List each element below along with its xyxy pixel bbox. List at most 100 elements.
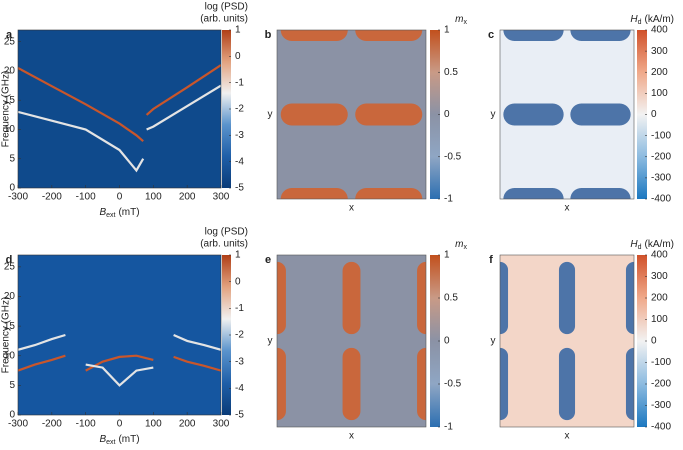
colorbar [430, 255, 440, 427]
domain-layer [280, 30, 423, 199]
colorbar-tick-label: -1 [444, 194, 453, 205]
series-layer [18, 64, 221, 173]
label-symbol: B [99, 207, 106, 218]
domain [500, 347, 509, 421]
x-axis-label: x [349, 203, 354, 214]
colorbar-tick-label: 0 [444, 109, 450, 120]
colorbar-tick-label: -2 [235, 104, 244, 115]
series-layer [18, 333, 221, 387]
y-axis-label: Frequency (GHz) [1, 71, 12, 148]
colorbar-tick-label: -3 [235, 356, 244, 367]
colorbar-tick-label: -400 [651, 194, 671, 205]
y-tick-label: 5 [9, 380, 15, 391]
x-tick-label: -100 [76, 192, 96, 203]
domain [355, 30, 423, 41]
domain [570, 103, 631, 126]
colorbar-tick-label: 1 [235, 25, 241, 36]
label-subscript: d [638, 244, 642, 251]
domain [355, 103, 423, 126]
domain [277, 261, 286, 335]
y-tick-label: 15 [4, 95, 16, 106]
colorbar-tick-label: -300 [651, 400, 671, 411]
label-subscript: x [464, 244, 468, 251]
y-tick-label: 5 [9, 153, 15, 164]
domain [280, 103, 348, 126]
colorbar [637, 30, 647, 199]
colorbar-tick-label: 100 [651, 314, 668, 325]
y-axis-label: y [491, 109, 496, 120]
colorbar [430, 30, 440, 199]
y-tick-label: 25 [4, 261, 16, 272]
colorbar-label: log (PSD) [205, 227, 248, 238]
label-symbol: B [99, 434, 106, 445]
mode-line [145, 64, 221, 116]
plot-frame [276, 254, 427, 428]
domain [570, 188, 631, 199]
x-tick-label: 0 [117, 419, 123, 430]
y-axis-label: y [491, 336, 496, 347]
domain [280, 188, 348, 199]
label-symbol: m [455, 239, 463, 250]
domain [503, 188, 564, 199]
label-unit: (kA/m) [645, 14, 674, 25]
x-tick-label: -200 [42, 192, 62, 203]
colorbar-tick-label: -1 [235, 77, 244, 88]
domain [503, 30, 564, 41]
colorbar-label: log (PSD) [205, 2, 248, 13]
y-tick-label: 0 [9, 183, 15, 194]
colorbar-tick-label: 1 [444, 25, 450, 36]
mode-line [18, 67, 144, 143]
y-axis-label: Frequency (GHz) [1, 297, 12, 374]
axis-label: Bext (mT) [99, 434, 139, 446]
y-tick-label: 10 [4, 124, 16, 135]
x-tick-label: 100 [145, 419, 162, 430]
colorbar-tick-label: -0.5 [444, 151, 462, 162]
x-axis-label: x [565, 203, 570, 214]
colorbar-tick-label: -200 [651, 379, 671, 390]
label-subscript: ext [106, 439, 115, 446]
mode-line [18, 354, 66, 372]
x-tick-label: -300 [8, 192, 28, 203]
colorbar-label: (arb. units) [200, 239, 248, 250]
y-tick-label: 0 [9, 410, 15, 421]
x-tick-label: 200 [179, 192, 196, 203]
domain [500, 261, 509, 335]
colorbar-tick-label: -300 [651, 173, 671, 184]
colorbar-tick-label: 0.5 [444, 293, 458, 304]
panel-label: e [265, 254, 271, 266]
panel-label: c [488, 29, 494, 41]
plot-background [18, 30, 221, 188]
colorbar-tick-label: 300 [651, 46, 668, 57]
domain [342, 347, 361, 421]
domain [558, 347, 576, 421]
y-axis-label: y [268, 336, 273, 347]
mode-line [85, 363, 154, 387]
x-tick-label: -100 [76, 419, 96, 430]
label-unit: (mT) [118, 434, 139, 445]
x-tick-label: 300 [213, 192, 230, 203]
colorbar-tick-label: 300 [651, 271, 668, 282]
colorbar-tick-label: 100 [651, 88, 668, 99]
y-tick-label: 20 [4, 66, 16, 77]
y-axis-label: y [268, 109, 273, 120]
colorbar-tick-label: -2 [235, 330, 244, 341]
domain [570, 30, 631, 41]
panel-label: a [6, 29, 13, 41]
domain [277, 347, 286, 421]
y-tick-label: 20 [4, 291, 16, 302]
axis-label: mx [455, 239, 467, 251]
colorbar-tick-label: 1 [235, 250, 241, 261]
mode-line [85, 354, 154, 372]
panel-label: d [6, 254, 13, 266]
colorbar-tick-label: -5 [235, 410, 244, 421]
colorbar [222, 255, 231, 415]
colorbar-label: (arb. units) [200, 14, 248, 25]
label-unit: (mT) [118, 207, 139, 218]
mode-line [18, 333, 221, 351]
x-tick-label: 0 [117, 192, 123, 203]
label-symbol: H [630, 239, 638, 250]
colorbar-tick-label: -1 [235, 303, 244, 314]
colorbar-tick-label: -3 [235, 130, 244, 141]
domain [625, 347, 634, 421]
